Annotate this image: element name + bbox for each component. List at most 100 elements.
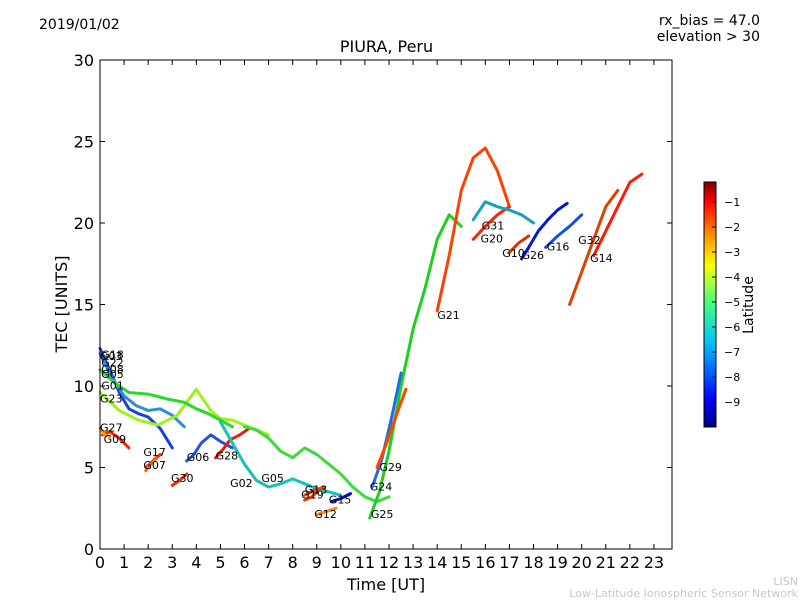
sat-label-13: G28 (216, 449, 239, 462)
footer-lisn: LISN (773, 575, 798, 588)
sat-label-5: G01 (101, 379, 124, 392)
x-tick-label: 15 (451, 553, 471, 572)
series-g01-line (98, 368, 234, 429)
sat-label-19: G15 (329, 493, 352, 506)
date-label: 2019/01/02 (39, 17, 120, 33)
colorbar-tick-label: −9 (724, 396, 740, 409)
series-g13-line (303, 485, 326, 497)
series-g29-line (375, 387, 408, 469)
colorbar-tick-label: −1 (724, 196, 740, 209)
x-tick-label: 23 (644, 553, 664, 572)
rx-bias-label: rx_bias = 47.0 (658, 13, 760, 29)
colorbar-tick-label: −6 (724, 321, 740, 334)
y-tick-label: 5 (84, 459, 94, 478)
colorbar-label: Latitude (741, 276, 757, 334)
series-g09-line (100, 430, 131, 450)
sat-label-24: G20 (481, 233, 504, 246)
x-tick-label: 6 (239, 553, 249, 572)
sat-label-8: G09 (104, 433, 127, 446)
x-tick-label: 0 (95, 553, 105, 572)
sat-label-7: G27 (100, 422, 123, 435)
sat-label-4: G05 (101, 368, 124, 381)
series-g02-line (218, 420, 343, 497)
x-tick-label: 7 (263, 553, 273, 572)
sat-label-21: G24 (370, 480, 393, 493)
colorbar-tick-label: −2 (724, 221, 740, 234)
colorbar: −1 −2 −3 −4 −5 −6 −7 −8 −9 Latitude (703, 181, 757, 428)
colorbar-tick-label: −8 (724, 371, 740, 384)
sat-label-25: G31 (482, 220, 505, 233)
x-tick-label: 18 (523, 553, 543, 572)
colorbar-ticks: −1 −2 −3 −4 −5 −6 −7 −8 −9 (712, 196, 740, 409)
x-tick-label: 19 (547, 553, 567, 572)
series-g10-line (507, 234, 531, 254)
x-tick-label: 12 (379, 553, 399, 572)
y-tick-label: 10 (74, 377, 94, 396)
series-layer (98, 146, 644, 520)
x-tick-label: 21 (596, 553, 616, 572)
series-g20-line (471, 205, 511, 241)
sat-label-20: G29 (379, 461, 402, 474)
colorbar-tick-label: −5 (724, 296, 740, 309)
x-tick-label: 3 (167, 553, 177, 572)
sat-label-3: G08 (101, 363, 124, 376)
y-tick-label: 0 (84, 540, 94, 559)
colorbar-gradient (703, 181, 717, 428)
series-g05-line (243, 425, 391, 504)
footer-network: Low-Latitude Ionospheric Sensor Network (569, 587, 798, 600)
series-g07-line (144, 456, 157, 473)
series-g15-line (329, 492, 352, 504)
y-tick-label: 25 (74, 133, 94, 152)
sat-label-27: G26 (522, 249, 545, 262)
sat-label-2: G22 (101, 356, 124, 369)
series-g21-line (435, 146, 511, 313)
series-g30-line (170, 472, 189, 487)
sat-label-9: G17 (143, 446, 166, 459)
x-tick-label: 20 (572, 553, 592, 572)
x-tick-label: 22 (620, 553, 640, 572)
series-g19-line (303, 490, 319, 502)
sat-label-1: G18 (101, 348, 124, 361)
x-axis-ticks: 0 1 2 3 4 5 6 7 8 9 10 11 12 13 14 15 16 17 18 19 20 21 22 23 (95, 60, 664, 572)
series-g25-line (368, 213, 463, 520)
sat-label-26: G10 (502, 247, 525, 260)
sat-label-28: G16 (547, 241, 570, 254)
x-tick-label: 1 (119, 553, 129, 572)
series-g16-line (544, 213, 584, 249)
series-g26-line (520, 201, 569, 261)
series-g12-line (315, 506, 338, 517)
x-tick-label: 17 (499, 553, 519, 572)
sat-label-14: G02 (230, 477, 253, 490)
series-g06-line (185, 433, 234, 463)
x-tick-label: 8 (288, 553, 298, 572)
sat-label-18: G12 (314, 508, 337, 521)
y-axis-ticks: 0 5 10 15 20 25 30 (74, 51, 672, 559)
x-tick-label: 2 (143, 553, 153, 572)
y-tick-label: 30 (74, 51, 94, 70)
colorbar-tick-label: −3 (724, 246, 740, 259)
y-tick-label: 20 (74, 214, 94, 233)
series-g31-line (471, 200, 535, 225)
x-tick-label: 4 (191, 553, 201, 572)
sat-label-10: G07 (143, 459, 166, 472)
sat-label-30: G14 (590, 252, 613, 265)
x-tick-label: 13 (403, 553, 423, 572)
sat-label-22: G25 (371, 508, 394, 521)
x-axis-label: Time [UT] (346, 575, 425, 594)
sat-label-11: G30 (171, 472, 194, 485)
elevation-label: elevation > 30 (656, 29, 760, 45)
y-axis-label: TEC [UNITS] (52, 256, 71, 354)
x-tick-label: 5 (215, 553, 225, 572)
colorbar-tick-label: −4 (724, 271, 740, 284)
sat-label-0: G03 (100, 350, 123, 363)
x-tick-label: 14 (427, 553, 447, 572)
y-tick-label: 15 (74, 296, 94, 315)
series-g14-line (592, 172, 644, 258)
series-g32-line (568, 188, 620, 306)
x-tick-label: 16 (475, 553, 495, 572)
sat-label-29: G32 (578, 234, 601, 247)
sat-label-6: G23 (100, 392, 123, 405)
chart-title: PIURA, Peru (339, 37, 434, 56)
